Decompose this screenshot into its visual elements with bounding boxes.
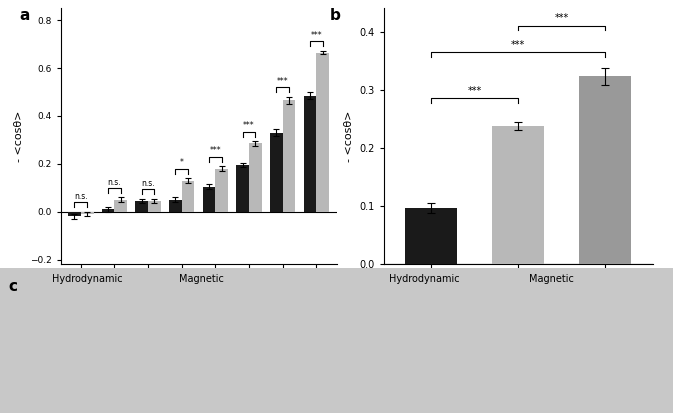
Text: Hydrodynamic: Hydrodynamic (389, 274, 459, 284)
Bar (579, 76, 631, 264)
Text: Magnetic: Magnetic (180, 274, 224, 284)
Bar (283, 100, 295, 212)
Bar (203, 187, 215, 212)
Bar (215, 169, 228, 212)
X-axis label: Shear Stress (dyn.cm⁻²): Shear Stress (dyn.cm⁻²) (140, 367, 257, 377)
Text: c: c (8, 278, 17, 294)
Y-axis label: - <cosθ>: - <cosθ> (344, 111, 353, 162)
Bar (249, 143, 262, 212)
Text: ***: *** (310, 31, 322, 40)
Text: n.s.: n.s. (141, 179, 155, 188)
Bar (492, 126, 544, 264)
Bar (316, 52, 329, 212)
Text: 14: 14 (142, 295, 154, 304)
Text: ***: *** (209, 147, 221, 155)
Text: ***: *** (243, 121, 255, 131)
Text: a: a (19, 8, 30, 23)
Text: 460: 460 (307, 295, 326, 304)
X-axis label: Force (pN): Force (pN) (487, 289, 549, 299)
Text: 7: 7 (111, 295, 118, 304)
Bar (182, 180, 194, 212)
Bar (148, 201, 161, 212)
Bar (114, 200, 127, 212)
Bar (405, 208, 458, 264)
Text: ***: *** (468, 86, 482, 96)
Text: b: b (330, 8, 341, 23)
Text: 0: 0 (77, 295, 84, 304)
Y-axis label: - <cosθ>: - <cosθ> (14, 111, 24, 162)
Bar (81, 212, 94, 214)
Text: 29: 29 (176, 295, 188, 304)
Bar (68, 212, 81, 216)
Text: n.s.: n.s. (74, 192, 87, 201)
Text: ***: *** (555, 13, 569, 24)
Bar (270, 133, 283, 212)
Bar (102, 209, 114, 212)
Text: Hydrodynamic: Hydrodynamic (52, 274, 122, 284)
Text: ***: *** (511, 40, 526, 50)
Bar (236, 165, 249, 212)
Text: *: * (180, 159, 184, 167)
Bar (169, 200, 182, 212)
Text: ***: *** (277, 77, 289, 86)
Bar (135, 201, 148, 212)
Bar (304, 95, 316, 212)
Text: Force (pN): Force (pN) (170, 328, 227, 338)
Text: 58: 58 (209, 295, 221, 304)
Text: n.s.: n.s. (108, 178, 121, 187)
Text: 115: 115 (240, 295, 258, 304)
Text: Magnetic: Magnetic (530, 274, 574, 284)
Text: 230: 230 (273, 295, 292, 304)
